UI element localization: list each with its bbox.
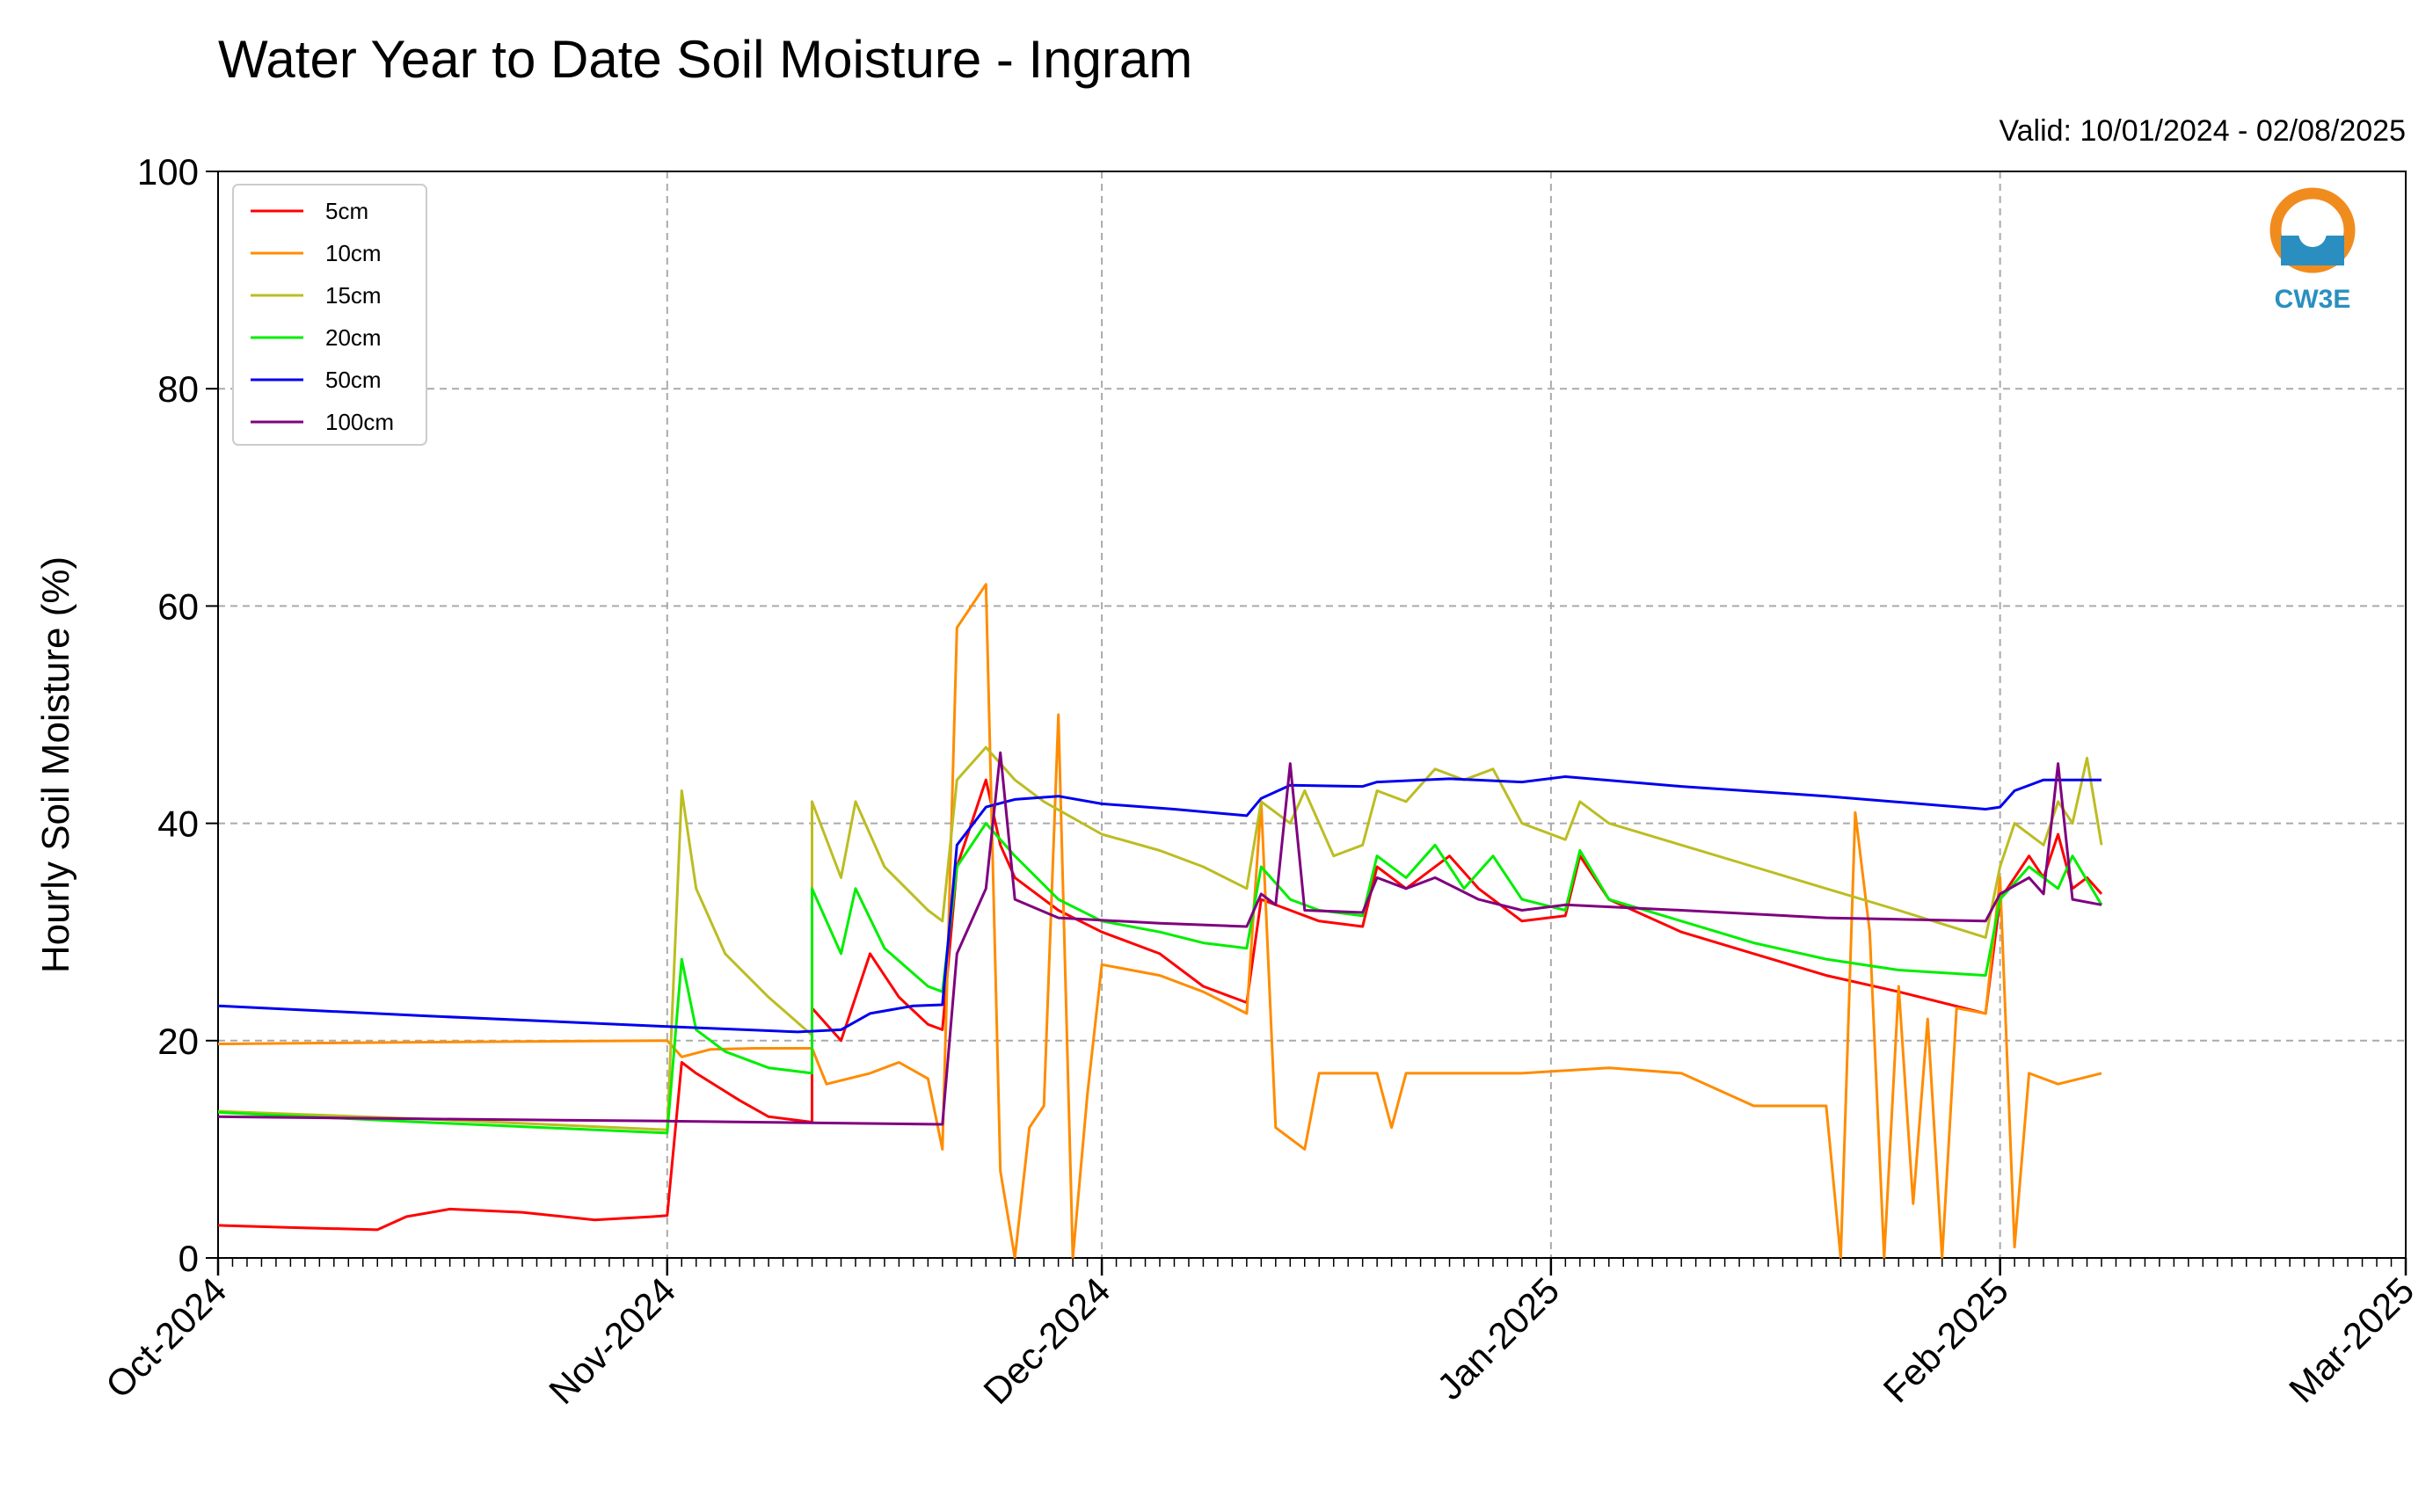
series-line-100cm xyxy=(217,751,2102,1126)
legend-label: 100cm xyxy=(325,409,394,435)
logo-text: CW3E xyxy=(2275,285,2351,314)
logo-ring-icon xyxy=(2269,187,2356,273)
legend-label: 5cm xyxy=(325,198,368,224)
chart-title: Water Year to Date Soil Moisture - Ingra… xyxy=(218,30,1192,89)
y-tick-label: 100 xyxy=(137,151,199,193)
chart-subtitle: Valid: 10/01/2024 - 02/08/2025 xyxy=(1999,114,2406,148)
grid-lines xyxy=(218,171,2406,1258)
y-tick-label: 0 xyxy=(178,1238,199,1279)
x-tick-label: Oct-2024 xyxy=(98,1269,234,1406)
cw3e-logo: CW3E xyxy=(2269,187,2356,314)
y-tick-labels: 0 20 40 60 80 100 xyxy=(137,151,199,1279)
series-line-5cm xyxy=(217,778,2103,1232)
y-tick-label: 40 xyxy=(157,803,199,845)
y-axis-label: Hourly Soil Moisture (%) xyxy=(34,556,77,973)
water-drop-icon xyxy=(2298,199,2327,247)
series-line-50cm xyxy=(217,775,2102,1034)
plot-frame xyxy=(217,171,2407,1259)
legend-label: 50cm xyxy=(325,367,382,393)
y-tick-label: 80 xyxy=(157,368,199,410)
x-tick-label: Dec-2024 xyxy=(975,1269,1118,1412)
legend-label: 20cm xyxy=(325,324,382,351)
legend-label: 15cm xyxy=(325,282,382,309)
series-layer xyxy=(217,583,2103,1260)
y-tick-label: 60 xyxy=(157,585,199,627)
series-line-15cm xyxy=(217,745,2103,1131)
legend-label: 10cm xyxy=(325,240,382,266)
x-tick-label: Mar-2025 xyxy=(2281,1269,2422,1410)
series-line-10cm xyxy=(217,583,2102,1260)
y-tick-label: 20 xyxy=(157,1021,199,1062)
x-tick-label: Nov-2024 xyxy=(541,1269,683,1412)
axis-ticks xyxy=(206,171,2408,1276)
x-tick-labels: Oct-2024 Nov-2024 Dec-2024 Jan-2025 Feb-2025… xyxy=(98,1269,2422,1412)
legend: 5cm 10cm 15cm 20cm 50cm 100cm xyxy=(232,184,427,446)
series-line-20cm xyxy=(217,822,2103,1135)
x-tick-label: Jan-2025 xyxy=(1429,1269,1567,1407)
x-tick-label: Feb-2025 xyxy=(1876,1269,2016,1410)
